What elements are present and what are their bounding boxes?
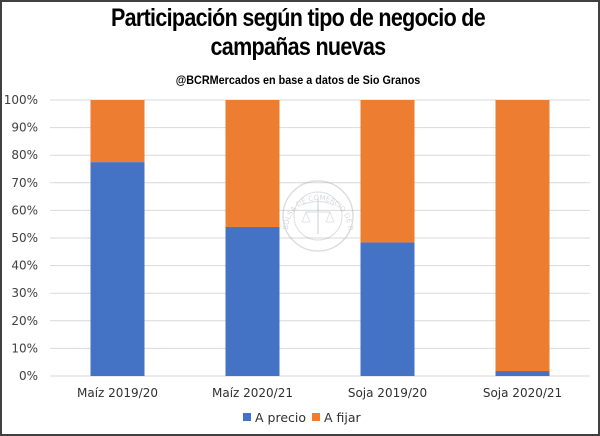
watermark-inner-ring bbox=[293, 191, 343, 241]
legend-label-a-precio: A precio bbox=[255, 410, 306, 425]
watermark-text: BOLSA DE COMERCIO DE ROSARIO bbox=[0, 0, 354, 231]
y-tick-label: 50% bbox=[11, 231, 38, 245]
y-tick-label: 40% bbox=[11, 259, 38, 273]
legend-swatch-a-fijar bbox=[312, 413, 320, 421]
legend: A precio A fijar bbox=[243, 410, 362, 425]
legend-label-a-fijar: A fijar bbox=[324, 410, 362, 425]
scale-pans-icon bbox=[301, 210, 335, 223]
x-category-label: Soja 2020/21 bbox=[483, 386, 562, 400]
bar-a-precio-1 bbox=[225, 226, 280, 376]
chart-title: Participación según tipo de negocio de c… bbox=[42, 4, 555, 62]
chart-subtitle: @BCRMercados en base a datos de Sio Gran… bbox=[175, 73, 421, 87]
x-category-label: Maíz 2019/20 bbox=[77, 386, 158, 400]
bar-a-precio-2 bbox=[360, 242, 415, 376]
chart-title-line-2: campañas nuevas bbox=[210, 33, 387, 61]
y-axis-tick-labels: 0% 10% 20% 30% 40% 50% 60% 70% 80% 90% 100% bbox=[4, 93, 38, 383]
x-category-label: Maíz 2020/21 bbox=[212, 386, 293, 400]
bar-a-precio-0 bbox=[90, 162, 145, 376]
bars bbox=[90, 100, 550, 376]
watermark-seal: BOLSA DE COMERCIO DE ROSARIO bbox=[0, 0, 354, 252]
y-tick-label: 30% bbox=[11, 286, 38, 300]
bar-a-fijar-1 bbox=[225, 100, 280, 227]
y-tick-label: 70% bbox=[11, 176, 38, 190]
x-category-label: Soja 2019/20 bbox=[348, 386, 427, 400]
legend-swatch-a-precio bbox=[243, 413, 251, 421]
y-tick-label: 0% bbox=[19, 369, 38, 383]
bar-a-fijar-2 bbox=[360, 100, 415, 243]
bar-a-fijar-3 bbox=[495, 100, 550, 372]
y-tick-label: 80% bbox=[11, 148, 38, 162]
x-axis-category-labels: Maíz 2019/20 Maíz 2020/21 Soja 2019/20 Soja… bbox=[77, 386, 562, 400]
y-tick-label: 100% bbox=[4, 93, 38, 107]
bar-a-precio-3 bbox=[495, 371, 550, 376]
y-tick-label: 20% bbox=[11, 314, 38, 328]
wings-icon bbox=[301, 201, 335, 206]
watermark-outer-ring bbox=[282, 180, 354, 252]
bar-a-fijar-0 bbox=[90, 100, 145, 163]
y-tick-label: 60% bbox=[11, 203, 38, 217]
y-tick-label: 90% bbox=[11, 121, 38, 135]
y-tick-label: 10% bbox=[11, 341, 38, 355]
chart-title-line-1: Participación según tipo de negocio de bbox=[110, 4, 486, 32]
